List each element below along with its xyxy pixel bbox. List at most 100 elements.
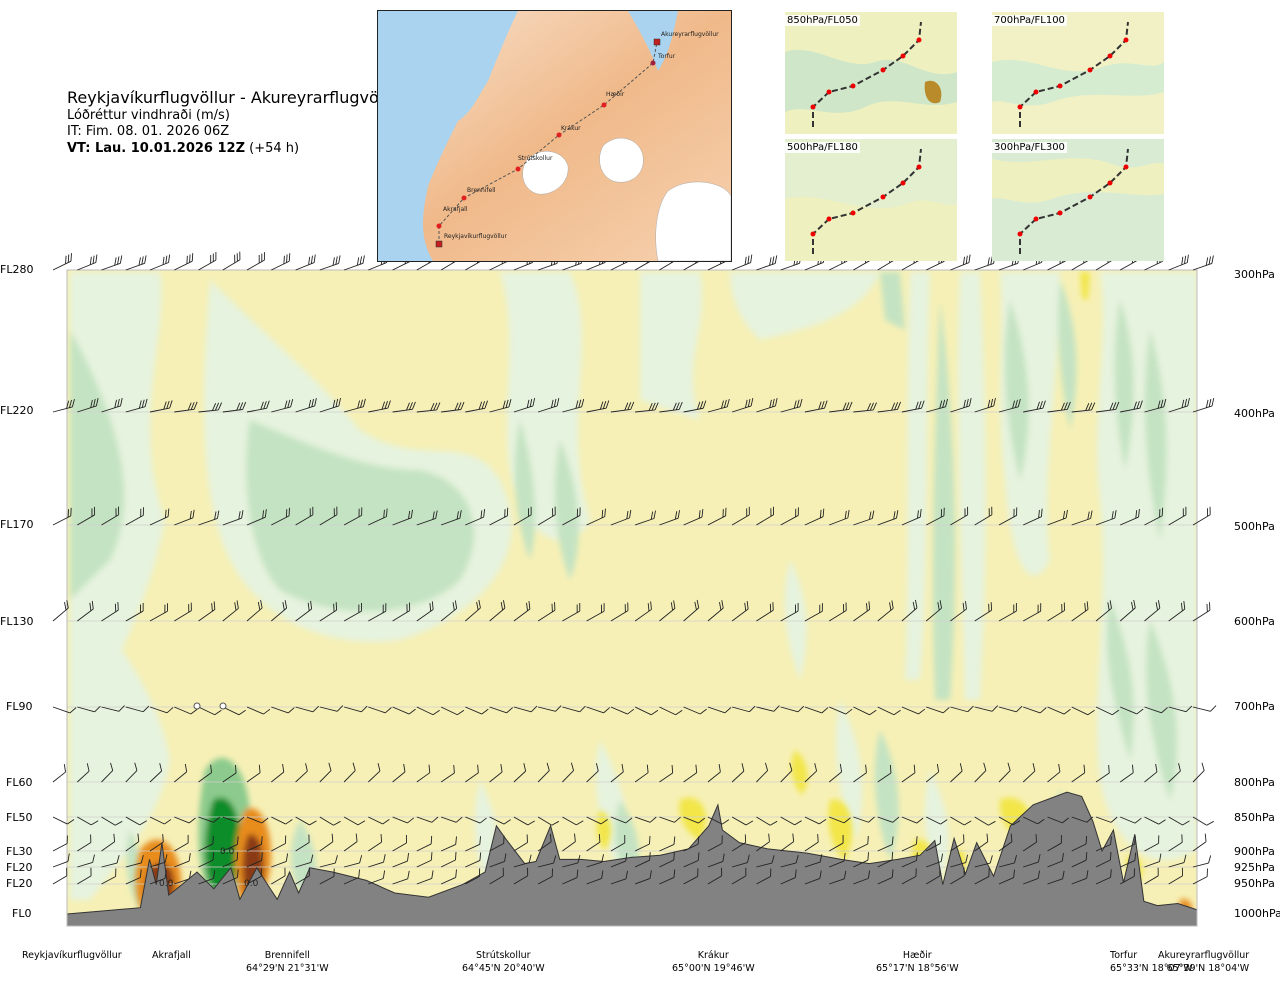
- wind-barb: [1168, 834, 1183, 852]
- wind-barb: [1023, 854, 1041, 868]
- wind-barb: [586, 834, 601, 852]
- level-map-700: 700hPa/FL100: [992, 12, 1164, 134]
- wind-barb: [586, 706, 610, 714]
- wind-barb: [974, 762, 987, 783]
- fl-label: FL170: [0, 518, 34, 531]
- wind-barb: [853, 510, 875, 526]
- level-map-label: 850hPa/FL050: [785, 15, 860, 26]
- wind-barb: [174, 763, 188, 783]
- wind-barb: [489, 853, 507, 868]
- wind-barb: [149, 603, 169, 622]
- station-name: Akrafjall: [152, 950, 191, 961]
- wind-barb: [1071, 852, 1088, 868]
- waypoint-label: Reykjavíkurflugvöllur: [444, 233, 507, 240]
- wind-barb: [1144, 600, 1161, 622]
- wind-barb: [392, 509, 413, 526]
- wind-barb: [52, 600, 69, 622]
- wind-barb: [465, 764, 479, 783]
- wind-barb: [76, 763, 90, 783]
- wind-barb: [246, 706, 271, 715]
- station-coord: 65°33'N 18°07'W: [1110, 962, 1193, 974]
- wind-barb: [1168, 763, 1181, 783]
- wind-barb: [1095, 869, 1112, 885]
- wind-barb: [901, 599, 918, 622]
- wind-barb: [780, 398, 803, 413]
- pressure-label: 700hPa: [1234, 700, 1275, 713]
- wind-barb: [1047, 763, 1061, 783]
- wind-barb: [562, 762, 575, 783]
- wind-barb: [174, 834, 189, 852]
- wind-barb: [198, 764, 212, 783]
- wind-barb: [77, 398, 99, 413]
- station-name: Torfur: [1110, 950, 1138, 961]
- wind-barb: [101, 602, 119, 622]
- fl-label: FL20: [6, 861, 33, 874]
- wind-barb: [925, 763, 940, 783]
- wind-barb: [1023, 816, 1045, 825]
- wind-barb: [829, 816, 851, 824]
- station-label: Akrafjall: [152, 950, 191, 963]
- wind-barb: [368, 508, 388, 526]
- wind-barb: [974, 506, 993, 526]
- wind-barb: [392, 816, 415, 824]
- wind-barb: [780, 603, 799, 622]
- wind-barb: [950, 705, 974, 713]
- wind-barb: [1144, 398, 1167, 413]
- wind-barb: [950, 506, 969, 526]
- level-map-label: 300hPa/FL300: [992, 142, 1067, 153]
- wind-barb: [246, 852, 263, 868]
- wind-barb: [804, 400, 828, 413]
- level-map-graphic: [785, 12, 957, 134]
- wind-barb: [198, 870, 216, 885]
- wind-barb: [246, 509, 267, 526]
- wind-barb: [246, 599, 263, 622]
- wind-barb: [125, 602, 144, 622]
- wind-barb: [1023, 706, 1047, 714]
- waypoint-label: Brennifell: [467, 187, 496, 194]
- level-map-graphic: [785, 139, 957, 261]
- wind-barb: [901, 816, 924, 824]
- fl-label: FL220: [0, 404, 34, 417]
- wind-barb: [440, 816, 463, 823]
- wind-barb: [125, 398, 148, 413]
- pressure-label: 400hPa: [1234, 407, 1275, 420]
- wind-barb: [683, 836, 700, 852]
- wind-barb: [295, 763, 308, 783]
- wind-barb: [925, 835, 941, 852]
- wind-barb: [537, 705, 562, 712]
- wind-barb: [756, 506, 775, 526]
- wind-barb: [52, 816, 75, 825]
- wind-barb: [780, 762, 793, 783]
- wind-barb: [222, 816, 245, 823]
- wind-barb: [1168, 854, 1187, 868]
- wind-barb: [52, 706, 77, 714]
- wind-barb: [101, 868, 117, 885]
- contour-labels: 0.0 0.0 0.0: [159, 847, 259, 889]
- wind-barb: [1095, 510, 1117, 526]
- wind-barb: [853, 852, 869, 868]
- wind-barb: [295, 854, 314, 868]
- wind-barb: [222, 401, 247, 413]
- wind-barb: [756, 602, 774, 622]
- wind-barb: [513, 600, 531, 622]
- wind-barb: [295, 834, 310, 852]
- wind-barb: [198, 852, 215, 868]
- wind-barb: [246, 764, 261, 783]
- wind-barb: [1071, 764, 1086, 783]
- wind-barb: [198, 601, 216, 622]
- wind-barb: [659, 600, 676, 622]
- wind-barb: [877, 816, 900, 823]
- wind-barb: [853, 870, 871, 885]
- fl-label: FL20: [6, 877, 33, 890]
- station-name: Akureyrarflugvöllur: [1158, 950, 1250, 961]
- variable-title: Lóðréttur vindhraði (m/s): [67, 108, 230, 123]
- wind-barb: [416, 510, 438, 526]
- wind-barb: [731, 834, 747, 852]
- wind-barb: [198, 402, 223, 413]
- wind-barb: [271, 867, 286, 885]
- wind-barb: [1192, 816, 1214, 826]
- wind-barb: [101, 833, 116, 852]
- level-map-graphic: [992, 139, 1164, 261]
- station-label: Reykjavíkurflugvöllur: [22, 950, 122, 963]
- wind-barb: [174, 253, 194, 271]
